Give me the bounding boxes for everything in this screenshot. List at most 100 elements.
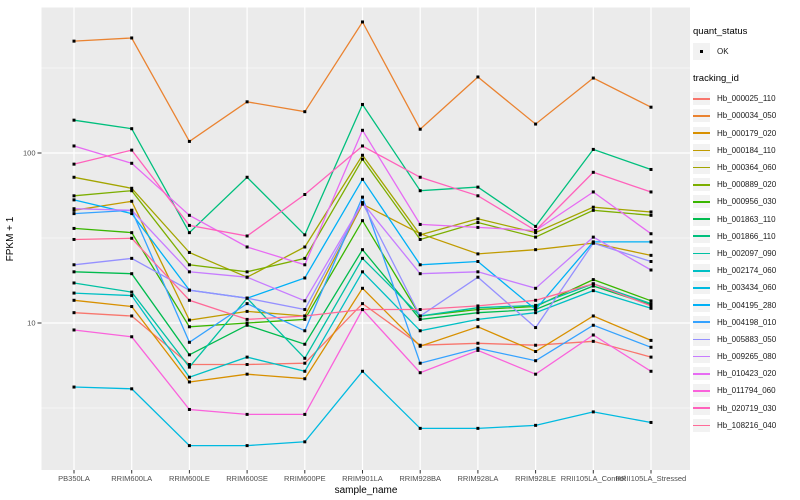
- data-point: [130, 127, 134, 131]
- data-point: [130, 387, 134, 391]
- data-point: [591, 333, 595, 337]
- x-tick-label: RRIM600SE: [226, 474, 268, 483]
- legend-item: Hb_020719_030: [693, 400, 799, 417]
- legend-item-label: Hb_001863_110: [717, 214, 776, 224]
- data-point: [187, 263, 191, 267]
- legend-line-swatch: [693, 287, 710, 289]
- data-point: [476, 325, 480, 329]
- data-point: [245, 275, 249, 279]
- data-point: [534, 229, 538, 233]
- data-point: [187, 288, 191, 292]
- data-point: [649, 190, 653, 194]
- legend-item-label: OK: [717, 47, 729, 57]
- data-point: [649, 213, 653, 217]
- data-point: [303, 440, 307, 444]
- data-point: [245, 309, 249, 313]
- data-point: [361, 128, 364, 132]
- legend-key-line: [693, 315, 710, 329]
- legend-key-line: [693, 401, 710, 415]
- data-point: [187, 325, 191, 329]
- legend-key-line: [693, 350, 710, 364]
- x-tick-label: RRIM928BA: [399, 474, 441, 483]
- legend-item-label: Hb_003434_060: [717, 283, 777, 293]
- legend-item: Hb_002174_060: [693, 262, 799, 279]
- data-point: [72, 175, 76, 179]
- legend-item: Hb_000179_020: [693, 125, 799, 142]
- data-point: [130, 148, 134, 152]
- data-point: [418, 344, 422, 348]
- legend-item: Hb_009265_080: [693, 348, 799, 365]
- data-point: [245, 355, 249, 359]
- data-point: [476, 185, 480, 189]
- legend-item-ok: OK: [693, 43, 799, 61]
- data-point: [130, 36, 134, 40]
- data-point: [534, 248, 538, 252]
- data-point: [303, 245, 307, 249]
- data-point: [591, 323, 595, 327]
- data-point: [245, 412, 249, 416]
- data-point: [649, 304, 653, 308]
- data-point: [476, 275, 480, 279]
- data-point: [72, 226, 76, 230]
- data-point: [418, 263, 422, 267]
- legend-key-line: [693, 281, 710, 295]
- data-point: [361, 195, 364, 199]
- data-point: [303, 412, 307, 416]
- data-point: [245, 317, 249, 321]
- data-point: [361, 153, 364, 157]
- data-point: [72, 328, 76, 332]
- legend-item-label: Hb_002174_060: [717, 266, 777, 276]
- data-point: [649, 232, 653, 236]
- data-point: [649, 268, 653, 272]
- data-point: [245, 323, 249, 327]
- legend-item: Hb_005883_050: [693, 331, 799, 348]
- legend-item: Hb_010423_020: [693, 365, 799, 382]
- x-tick-label: RRIM901LA: [342, 474, 383, 483]
- data-point: [476, 317, 480, 321]
- data-point: [303, 369, 307, 373]
- data-point: [591, 284, 595, 288]
- data-point: [130, 199, 134, 203]
- legend-key-line: [693, 367, 710, 381]
- data-point: [303, 256, 307, 260]
- legend-line-swatch: [693, 115, 710, 117]
- data-point: [649, 345, 653, 349]
- data-point: [303, 110, 307, 114]
- data-point: [303, 356, 307, 360]
- data-point: [476, 75, 480, 79]
- data-point: [130, 236, 134, 240]
- data-point: [245, 234, 249, 238]
- data-point: [361, 302, 364, 306]
- legend-item: Hb_001863_110: [693, 211, 799, 228]
- legend-key-line: [693, 212, 710, 226]
- legend-item-label: Hb_009265_080: [717, 352, 777, 362]
- data-point: [476, 221, 480, 225]
- legend-line-swatch: [693, 321, 710, 324]
- data-point: [187, 353, 191, 357]
- legend-item-label: Hb_000184_110: [717, 145, 776, 155]
- data-point: [591, 241, 595, 245]
- data-point: [476, 308, 480, 312]
- data-point: [130, 294, 134, 298]
- y-axis-title: FPKM + 1: [5, 216, 16, 261]
- data-point: [130, 305, 134, 309]
- data-point: [130, 314, 134, 318]
- legend-key-line: [693, 264, 710, 278]
- data-point: [72, 298, 76, 302]
- legend-item: Hb_000364_060: [693, 159, 799, 176]
- legend-item-label: Hb_001866_110: [717, 231, 776, 241]
- data-point: [187, 231, 191, 235]
- data-point: [361, 144, 364, 148]
- legend-item-label: Hb_000179_020: [717, 128, 777, 138]
- data-point: [476, 426, 480, 430]
- data-point: [361, 270, 364, 274]
- data-point: [130, 186, 134, 190]
- data-point: [361, 201, 364, 205]
- legend-item: Hb_003434_060: [693, 279, 799, 296]
- data-point: [534, 343, 538, 347]
- legend-item-label: Hb_002097_090: [717, 248, 777, 258]
- legend-key-line: [693, 126, 710, 140]
- data-point: [476, 348, 480, 352]
- data-point: [361, 102, 364, 106]
- data-point: [72, 162, 76, 166]
